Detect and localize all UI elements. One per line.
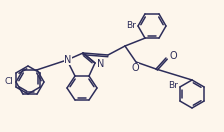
- Text: N: N: [64, 55, 72, 65]
- Text: O: O: [131, 63, 139, 73]
- Text: N: N: [97, 59, 104, 69]
- Text: Br: Br: [126, 22, 136, 30]
- Text: Cl: Cl: [4, 77, 13, 86]
- Text: O: O: [169, 51, 177, 61]
- Text: Br: Br: [168, 81, 178, 91]
